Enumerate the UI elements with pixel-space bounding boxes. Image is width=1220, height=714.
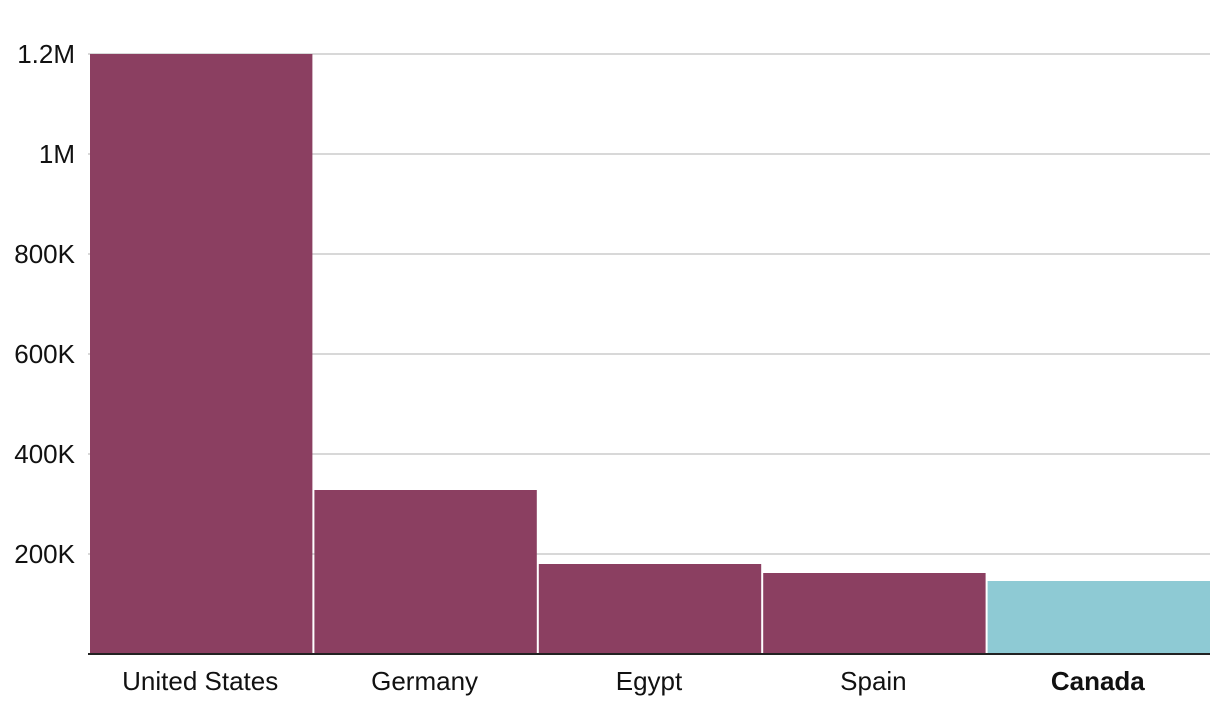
y-tick-label: 200K (14, 539, 75, 569)
y-tick-label: 800K (14, 239, 75, 269)
bar (314, 490, 537, 654)
bar (538, 564, 762, 654)
x-tick-label: Spain (840, 666, 907, 696)
bar (763, 573, 986, 654)
bar (90, 54, 313, 654)
y-tick-label: 600K (14, 339, 75, 369)
x-tick-label: Egypt (616, 666, 683, 696)
y-tick-label: 400K (14, 439, 75, 469)
bar (987, 581, 1210, 654)
y-tick-label: 1M (39, 139, 75, 169)
x-tick-label: United States (122, 666, 278, 696)
y-tick-label: 1.2M (17, 39, 75, 69)
x-tick-label: Germany (371, 666, 478, 696)
x-tick-label: Canada (1051, 666, 1145, 696)
